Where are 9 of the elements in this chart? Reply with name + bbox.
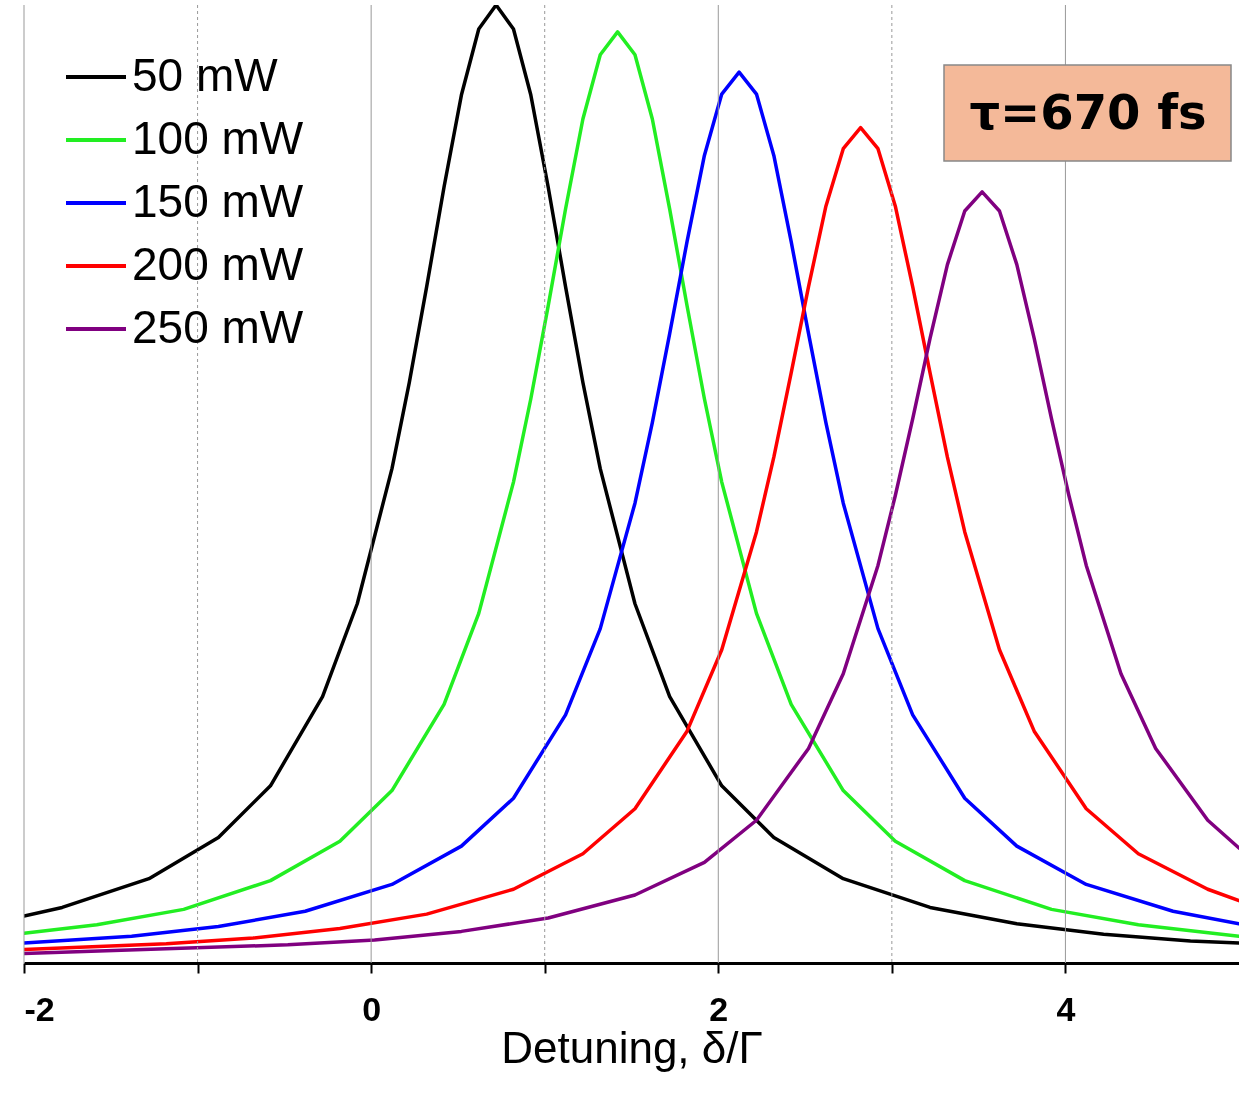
x-tick-label: -2 — [24, 989, 55, 1028]
x-tick-label: 0 — [362, 989, 382, 1028]
legend-label: 100 mW — [132, 112, 304, 164]
annotation: τ=670 fs — [969, 84, 1207, 140]
legend-label: 50 mW — [132, 49, 279, 101]
legend-label: 250 mW — [132, 301, 304, 353]
x-tick-label: 4 — [1056, 989, 1076, 1028]
legend-label: 200 mW — [132, 238, 304, 290]
legend-label: 150 mW — [132, 175, 304, 227]
